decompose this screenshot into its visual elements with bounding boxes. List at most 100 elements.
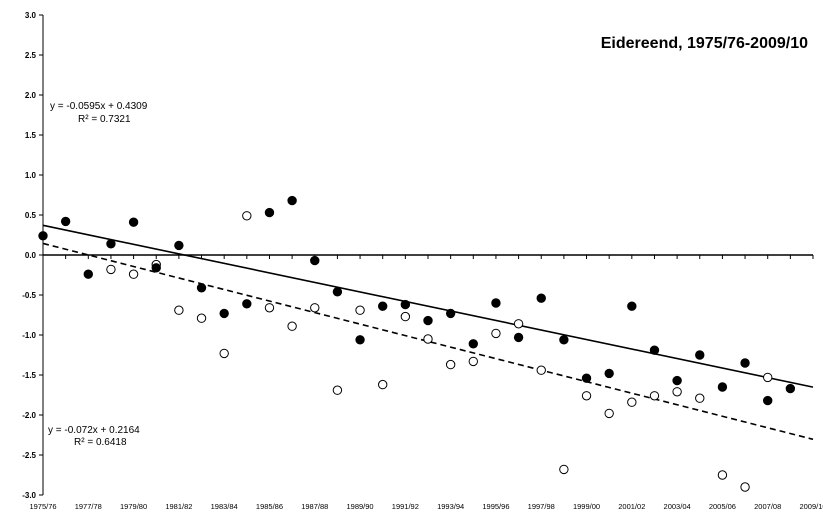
filled-data-point — [649, 345, 660, 355]
x-tick-label: 2007/08 — [754, 502, 781, 511]
y-tick-label: 2.0 — [25, 91, 37, 100]
y-tick-label: -0.5 — [22, 291, 36, 300]
x-tick-label: 1991/92 — [392, 502, 419, 511]
open-data-point — [423, 334, 433, 344]
open-data-point — [468, 356, 478, 367]
filled-data-point — [559, 335, 569, 345]
filled-data-point — [400, 299, 411, 310]
x-tick-label: 2003/04 — [664, 502, 691, 511]
x-tick-label: 2005/06 — [709, 502, 736, 511]
filled-data-point — [264, 207, 275, 218]
trendlines — [42, 224, 814, 441]
filled-data-point — [287, 195, 297, 206]
y-tick-label: 2.5 — [25, 51, 37, 60]
open-data-point — [264, 303, 275, 313]
axes: 3.0 2.5 2.0 1.5 1.0 0.5 0.0 -0.5 -1.0 -1.5 -2.0 -2.… — [22, 11, 823, 511]
trendline-1-equation: y = -0.0595x + 0.4309 — [50, 101, 148, 112]
open-data-point — [196, 313, 207, 323]
y-tick-label: 1.5 — [25, 131, 37, 140]
filled-data-point — [83, 269, 93, 279]
open-data-point — [128, 269, 139, 279]
chart-title: Eidereend, 1975/76-2009/10 — [601, 35, 808, 52]
data-points — [38, 195, 796, 492]
trendline-2-r2: R² = 0.6418 — [74, 437, 127, 448]
filled-data-point — [332, 287, 343, 297]
open-data-point — [513, 319, 524, 329]
filled-data-point — [151, 263, 161, 273]
filled-data-point — [355, 335, 365, 345]
x-tick-label: 1985/86 — [256, 502, 283, 511]
filled-data-point — [242, 299, 252, 309]
open-data-point — [355, 305, 365, 315]
filled-data-point — [513, 332, 524, 343]
trendline-2-equation: y = -0.072x + 0.2164 — [48, 425, 140, 436]
x-tick-label: 1997/98 — [528, 502, 555, 511]
y-tick-label: 1.0 — [25, 171, 37, 180]
filled-data-point — [627, 301, 637, 311]
open-data-point — [717, 470, 728, 480]
open-data-point — [445, 359, 456, 370]
x-tick-label: 1977/78 — [75, 502, 102, 511]
filled-data-point — [581, 373, 592, 383]
filled-data-point — [491, 298, 501, 308]
x-tick-label: 1983/84 — [211, 502, 238, 511]
open-data-point — [559, 464, 569, 475]
filled-data-point — [536, 293, 546, 303]
open-data-point — [763, 372, 773, 383]
filled-data-point — [106, 239, 116, 249]
x-tick-label: 1987/88 — [301, 502, 328, 511]
open-data-point — [106, 264, 116, 275]
filled-data-point — [219, 308, 229, 319]
filled-data-point — [128, 217, 139, 227]
open-data-point — [581, 391, 592, 401]
x-tick-label: 1993/94 — [437, 502, 464, 511]
open-data-point — [310, 303, 320, 313]
filled-data-point — [423, 315, 433, 326]
y-tick-label: -1.0 — [22, 331, 36, 340]
open-data-point — [672, 387, 682, 397]
filled-data-point — [378, 301, 388, 311]
open-data-point — [378, 379, 388, 390]
open-data-point — [604, 408, 614, 419]
open-data-point — [740, 482, 750, 492]
open-data-point — [627, 397, 637, 407]
filled-data-point — [196, 283, 207, 293]
filled-data-point — [604, 368, 614, 379]
x-tick-label: 1979/80 — [120, 502, 147, 511]
filled-data-point — [468, 339, 478, 349]
filled-data-point — [785, 383, 796, 394]
x-tick-label: 1999/00 — [573, 502, 600, 511]
filled-data-point — [763, 395, 773, 406]
filled-data-point — [60, 216, 71, 227]
filled-data-point — [717, 382, 728, 392]
filled-data-point — [695, 350, 705, 360]
y-tick-label: -1.5 — [22, 371, 36, 380]
filled-data-point — [174, 240, 184, 251]
y-tick-label: -2.0 — [22, 411, 36, 420]
open-data-point — [219, 348, 229, 359]
open-data-point — [287, 321, 297, 331]
x-tick-label: 1981/82 — [165, 502, 192, 511]
open-data-point — [695, 393, 705, 403]
trendline-1-r2: R² = 0.7321 — [78, 114, 131, 125]
y-tick-label: -3.0 — [22, 491, 36, 500]
x-tick-label: 1989/90 — [346, 502, 373, 511]
y-tick-label: 3.0 — [25, 11, 37, 20]
filled-data-point — [740, 358, 750, 368]
y-tick-label: 0.0 — [25, 251, 37, 260]
open-data-point — [649, 391, 660, 401]
open-data-point — [242, 211, 252, 221]
open-data-point — [400, 311, 411, 322]
trendline-2 — [42, 242, 814, 441]
open-data-point — [536, 365, 546, 375]
y-tick-label: 0.5 — [25, 211, 37, 220]
x-tick-label: 1995/96 — [482, 502, 509, 511]
filled-data-point — [310, 255, 320, 266]
x-tick-label: 2009/10 — [799, 502, 823, 511]
y-tick-label: -2.5 — [22, 451, 36, 460]
x-tick-label: 1975/76 — [29, 502, 56, 511]
filled-data-point — [445, 308, 456, 319]
open-data-point — [174, 305, 184, 315]
filled-data-point — [38, 231, 48, 241]
